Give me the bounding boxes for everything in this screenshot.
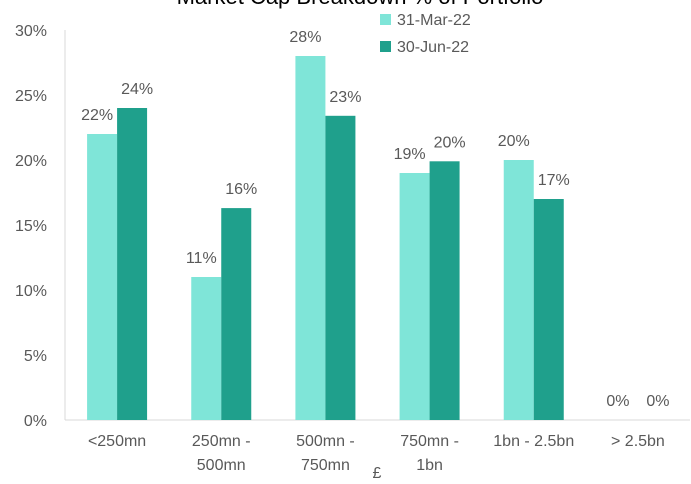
bar-jun-3 (429, 161, 460, 421)
bar-mar-3 (399, 173, 430, 420)
y-axis-ticks: 0% 5% 10% 15% 20% 25% 30% (15, 23, 47, 430)
legend-label: 31-Mar-22 (397, 12, 471, 29)
category-label: 1bn - 2.5bn (493, 433, 574, 450)
category-label: > 2.5bn (611, 433, 665, 450)
bar-mar-4 (503, 160, 534, 420)
legend-label: 30-Jun-22 (397, 39, 469, 56)
data-label: 28% (289, 29, 321, 46)
y-tick-label: 0% (24, 413, 47, 430)
data-label: 11% (186, 250, 217, 267)
bar-mar-2 (295, 56, 326, 420)
data-label: 0% (646, 393, 669, 410)
data-label: 22% (81, 107, 113, 124)
data-label: 16% (225, 181, 257, 198)
y-tick-label: 20% (15, 153, 47, 170)
data-label: 20% (434, 134, 466, 151)
bar-jun-2 (325, 115, 356, 421)
bar-jun-1 (221, 208, 252, 420)
y-tick-label: 30% (15, 23, 47, 40)
y-tick-label: 5% (24, 348, 47, 365)
bar-jun-4 (533, 199, 564, 420)
category-label: 750mn (301, 457, 350, 474)
category-label: 1bn (416, 457, 443, 474)
bar-mar-1 (191, 277, 222, 420)
data-labels: 22% 24% 11% 16% 28% 23% 19% 20% 20% 17% 0% 0% (81, 29, 669, 410)
y-tick-label: 25% (15, 88, 47, 105)
category-label: 750mn - (400, 433, 459, 450)
data-label: 0% (606, 393, 629, 410)
y-tick-label: 10% (15, 283, 47, 300)
bar-mar-0 (87, 134, 118, 420)
data-label: 17% (538, 172, 570, 189)
data-label: 20% (498, 133, 530, 150)
bars (87, 56, 564, 421)
category-labels: <250mn 250mn - 500mn 500mn - 750mn 750mn - 1bn… (88, 433, 665, 474)
bar-jun-0 (117, 108, 148, 420)
category-label: 500mn - (296, 433, 355, 450)
data-label: 19% (394, 146, 426, 163)
chart-title: Market Cap Breakdown % of Portfolio (177, 0, 544, 9)
legend-swatch (380, 14, 391, 25)
y-tick-label: 15% (15, 218, 47, 235)
category-label: <250mn (88, 433, 146, 450)
legend: 31-Mar-22 30-Jun-22 (380, 12, 471, 56)
data-label: 23% (329, 89, 361, 106)
data-label: 24% (121, 81, 153, 98)
legend-swatch (380, 41, 391, 52)
category-label: 250mn - (192, 433, 251, 450)
x-axis-label: £ (373, 465, 382, 482)
category-label: 500mn (197, 457, 246, 474)
